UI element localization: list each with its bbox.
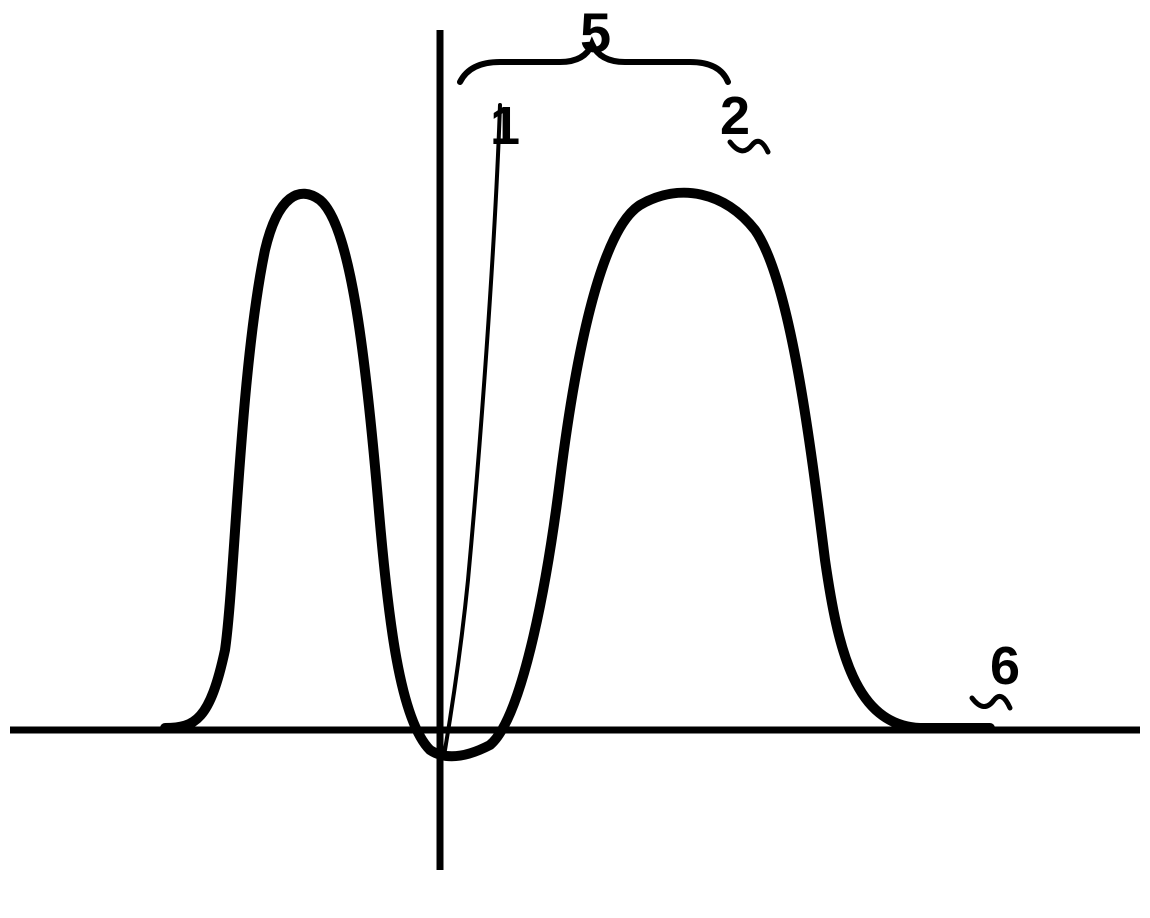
- label-6-leader: [972, 696, 1010, 708]
- main-curve: [165, 193, 990, 757]
- label-5: 5: [580, 0, 611, 65]
- label-1: 1: [490, 95, 520, 157]
- label-2: 2: [720, 85, 750, 147]
- diagram-container: 5 1 2 6: [0, 0, 1150, 913]
- diagram-svg: [0, 0, 1150, 913]
- label-6: 6: [990, 635, 1020, 697]
- inner-curve: [445, 105, 500, 750]
